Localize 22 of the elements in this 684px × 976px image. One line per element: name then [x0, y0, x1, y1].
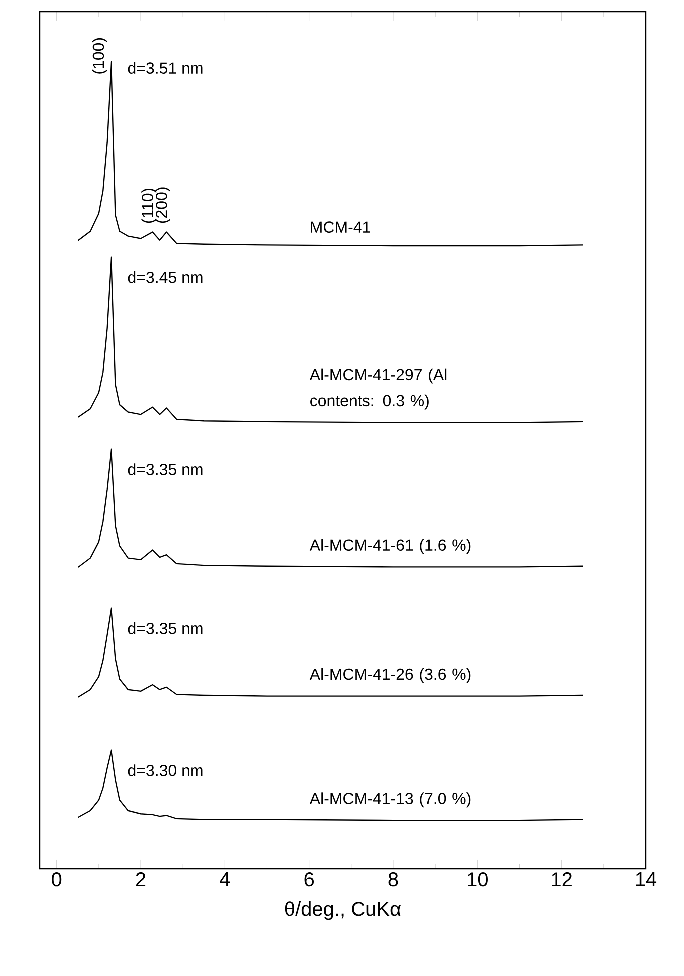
x-tick-label: 6	[304, 872, 314, 887]
annotation: d=3.51 nm	[128, 62, 203, 74]
annotation: (110)	[142, 188, 157, 224]
x-tick-label: 4	[220, 872, 230, 886]
annotation: d=3.35 nm	[128, 622, 203, 634]
annotation: d=3.30 nm	[128, 764, 203, 776]
x-tick-label: 14	[636, 872, 657, 886]
x-tick-label: 10	[468, 872, 488, 887]
series-label: Al-MCM-41-13 (7.0 %)	[310, 792, 471, 808]
series-label: Al-MCM-41-61 (1.6 %)	[310, 539, 471, 554]
annotation: (200)	[156, 188, 170, 224]
series-label: MCM-41	[311, 222, 370, 234]
x-tick-label: 0	[52, 872, 62, 887]
series-label: Al-MCM-41-26 (3.6 %)	[310, 668, 471, 684]
series-label: Al-MCM-41-297 (Al contents: 0.3 %)	[310, 368, 447, 410]
x-tick-label: 8	[388, 872, 398, 887]
x-tick-label: 2	[136, 872, 146, 886]
annotation: d=3.35 nm	[128, 464, 203, 476]
x-axis-title: θ/deg., CuKα	[285, 902, 401, 920]
annotation: d=3.45 nm	[128, 272, 203, 284]
annotation: (100)	[92, 38, 108, 74]
x-tick-label: 12	[552, 872, 572, 886]
